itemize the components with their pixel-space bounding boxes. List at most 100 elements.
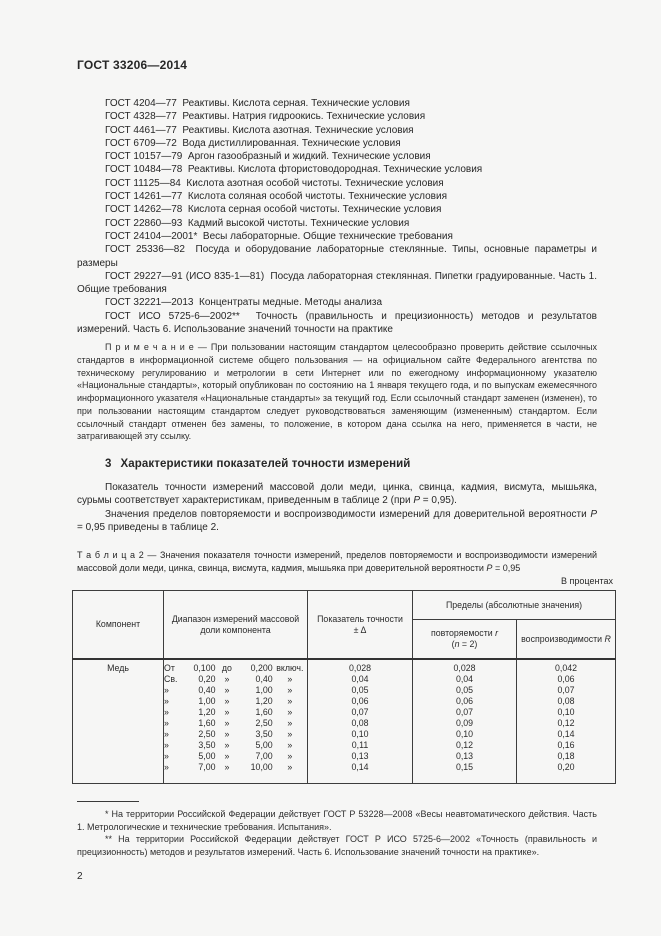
- value-delta: 0,10: [351, 729, 369, 740]
- value-R: 0,08: [557, 696, 575, 707]
- repeatability-values: 0,028 0,04 0,05 0,06 0,07 0,09 0,10 0,12 0,13 0,1…: [412, 658, 517, 785]
- footnotes: * На территории Российской Федерации дей…: [77, 808, 597, 858]
- header-line: ± Δ: [353, 624, 367, 635]
- value-delta: 0,11: [351, 740, 369, 751]
- header-text: (: [451, 639, 455, 650]
- table-block: В процентах Компонент Диапазон измерений…: [72, 576, 616, 785]
- value-r: 0,05: [455, 685, 474, 696]
- value-R: 0,042: [554, 663, 577, 674]
- header-line: (n = 2): [416, 639, 513, 650]
- italic-symbol: P: [413, 495, 420, 507]
- range-line: » 2,50 » 3,50 »: [164, 729, 307, 740]
- value-R: 0,14: [557, 729, 575, 740]
- value-delta: 0,13: [351, 751, 369, 762]
- range-segment: »: [164, 762, 169, 773]
- range-segment: »: [224, 740, 230, 751]
- range-segment: 0,100: [193, 663, 216, 674]
- range-line: » 7,00 » 10,00 »: [164, 762, 307, 773]
- value-delta: 0,07: [351, 707, 369, 718]
- col-header-limits: Пределы (абсолютные значения): [412, 590, 616, 621]
- range-segment: »: [287, 762, 293, 773]
- paragraph-text: = 0,95).: [419, 495, 457, 507]
- col-header-range: Диапазон измерений массовой доли компоне…: [163, 590, 308, 661]
- standard-note: П р и м е ч а н и е — При пользовании на…: [77, 341, 597, 443]
- range-segment: »: [287, 685, 293, 696]
- value-delta: 0,14: [351, 762, 369, 773]
- footnote-divider: [77, 801, 139, 803]
- col-header-repeatability: повторяемости r (n = 2): [412, 619, 517, 661]
- range-segment: »: [164, 729, 169, 740]
- range-segment: 1,20: [198, 707, 216, 718]
- paragraph: Значения пределов повторяемости и воспро…: [77, 508, 597, 535]
- value-R: 0,06: [557, 674, 575, 685]
- value-r: 0,15: [455, 762, 474, 773]
- range-segment: »: [164, 740, 169, 751]
- reference-item: ГОСТ 14262—78 Кислота серная особой чист…: [105, 204, 442, 216]
- value-delta: 0,04: [351, 674, 369, 685]
- value-r: 0,04: [455, 674, 474, 685]
- reference-item: ГОСТ 10157—79 Аргон газообразный и жидки…: [105, 151, 431, 163]
- range-segment: »: [224, 729, 230, 740]
- note-label: П р и м е ч а н и е —: [105, 342, 211, 353]
- reference-item: ГОСТ 14261—77 Кислота соляная особой чис…: [105, 191, 447, 203]
- value-r: 0,13: [455, 751, 474, 762]
- paragraph: Показатель точности измерений массовой д…: [77, 481, 597, 508]
- italic-symbol: n: [454, 639, 460, 650]
- paragraph-text: Показатель точности измерений массовой д…: [77, 481, 597, 507]
- table-body-row: Медь От 0,100 до 0,200 включ. Св. 0,20» 0,40»» 0…: [72, 658, 616, 785]
- range-segment: »: [164, 751, 169, 762]
- range-segment: Св.: [164, 674, 178, 685]
- range-segment: 0,20: [198, 674, 216, 685]
- page-number: 2: [77, 870, 83, 882]
- table-caption: Т а б л и ц а 2 — Значения показателя то…: [77, 549, 597, 574]
- caption-text: Т а б л и ц а 2 — Значения показателя то…: [77, 550, 597, 573]
- reference-item: ГОСТ 4461—77 Реактивы. Кислота азотная. …: [105, 124, 414, 136]
- caption-text: = 0,95: [492, 562, 521, 573]
- range-segment: до: [221, 663, 232, 674]
- value-R: 0,18: [557, 751, 575, 762]
- reference-item: ГОСТ 10484—78 Реактивы. Кислота фтористо…: [105, 164, 483, 176]
- range-line: » 0,40 » 1,00 »: [164, 685, 307, 696]
- range-segment: 1,20: [255, 696, 273, 707]
- value-r: 0,10: [455, 729, 474, 740]
- range-line: » 1,00 » 1,20 »: [164, 696, 307, 707]
- component-cell: Медь: [72, 658, 164, 785]
- reference-item: ГОСТ 25336—82 Посуда и оборудование лабо…: [77, 244, 600, 269]
- range-segment: »: [287, 674, 293, 685]
- range-segment: »: [287, 696, 293, 707]
- footnote: * На территории Российской Федерации дей…: [77, 809, 597, 832]
- header-text: = 2): [459, 639, 478, 650]
- value-r: 0,12: [455, 740, 474, 751]
- range-segment: 1,00: [198, 696, 216, 707]
- value-r: 0,06: [455, 696, 474, 707]
- header-text: повторяемости: [430, 628, 496, 639]
- range-segment: 1,00: [255, 685, 273, 696]
- paragraph-text: = 0,95 приведены в таблице 2.: [77, 521, 219, 533]
- section-title: Характеристики показателей точности изме…: [120, 457, 411, 470]
- range-line: Св. 0,20 » 0,40 »: [164, 674, 307, 685]
- col-header-reproducibility: воспроизводимости R: [516, 619, 616, 661]
- header-line: повторяемости r: [416, 628, 513, 639]
- value-R: 0,12: [557, 718, 575, 729]
- value-r: 0,07: [455, 707, 474, 718]
- paragraph-text: Значения пределов повторяемости и воспро…: [105, 508, 591, 520]
- range-segment: »: [287, 718, 293, 729]
- range-segment: »: [164, 718, 169, 729]
- italic-symbol: P: [590, 508, 597, 520]
- range-segment: »: [224, 762, 230, 773]
- value-delta: 0,05: [351, 685, 369, 696]
- range-line: » 1,20 » 1,60 »: [164, 707, 307, 718]
- range-segment: »: [164, 685, 169, 696]
- value-delta: 0,06: [351, 696, 369, 707]
- range-segment: 5,00: [255, 740, 273, 751]
- italic-symbol: R: [604, 633, 611, 644]
- range-segment: 0,40: [198, 685, 216, 696]
- reference-item: ГОСТ 6709—72 Вода дистиллированная. Техн…: [105, 137, 401, 149]
- range-segment: 2,50: [198, 729, 216, 740]
- range-segment: 10,00: [250, 762, 273, 773]
- range-segment: »: [287, 707, 293, 718]
- section-heading: 3 Характеристики показателей точности изм…: [77, 458, 597, 470]
- reference-item: ГОСТ 11125—84 Кислота азотная особой чис…: [105, 177, 444, 189]
- range-segment: »: [164, 696, 169, 707]
- range-segment: »: [224, 685, 230, 696]
